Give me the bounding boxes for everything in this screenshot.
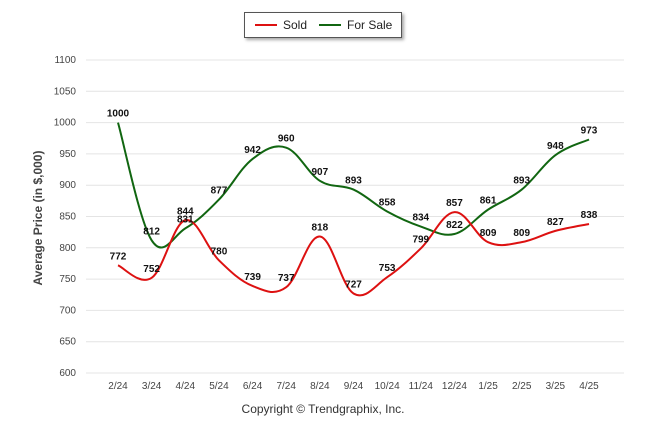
legend-swatch-sold: [255, 24, 277, 26]
data-label-sold: 772: [110, 251, 127, 262]
y-tick-label: 1050: [54, 86, 77, 97]
x-tick-label: 1/25: [478, 381, 498, 392]
x-tick-label: 3/25: [546, 381, 566, 392]
data-label-sold: 737: [278, 273, 295, 284]
y-axis-title: Average Price (in $,000): [31, 150, 45, 286]
data-label-forsale: 942: [244, 145, 261, 156]
x-tick-label: 3/24: [142, 381, 162, 392]
series-line-forsale: [117, 122, 590, 249]
data-label-forsale: 893: [345, 176, 362, 187]
y-tick-label: 900: [59, 180, 76, 191]
x-tick-label: 6/24: [243, 381, 263, 392]
data-label-sold: 780: [211, 246, 228, 257]
data-label-forsale: 907: [312, 167, 329, 178]
x-tick-label: 4/25: [579, 381, 599, 392]
legend-label-forsale: For Sale: [347, 18, 393, 32]
data-label-forsale: 822: [446, 220, 463, 231]
x-tick-label: 11/24: [409, 381, 434, 392]
data-label-sold: 809: [480, 228, 497, 239]
y-tick-label: 1000: [54, 118, 77, 129]
y-tick-label: 850: [59, 212, 76, 223]
data-label-forsale: 812: [143, 226, 160, 237]
data-label-sold: 844: [177, 206, 194, 217]
data-label-sold: 727: [345, 279, 362, 290]
x-tick-label: 2/25: [512, 381, 532, 392]
y-tick-label: 800: [59, 243, 76, 254]
y-tick-label: 950: [59, 149, 76, 160]
x-tick-label: 10/24: [375, 381, 400, 392]
y-tick-label: 650: [59, 337, 76, 348]
data-label-sold: 752: [143, 264, 160, 275]
y-tick-label: 750: [59, 274, 76, 285]
data-label-sold: 739: [244, 272, 261, 283]
x-tick-label: 8/24: [310, 381, 330, 392]
data-label-sold: 827: [547, 217, 564, 228]
data-label-forsale: 948: [547, 141, 564, 152]
x-tick-label: 9/24: [344, 381, 364, 392]
y-tick-label: 700: [59, 305, 76, 316]
series-lines: [117, 122, 590, 297]
legend: Sold For Sale: [244, 12, 402, 38]
data-label-sold: 857: [446, 198, 463, 209]
x-axis-ticks: 2/24 3/24 4/24 5/24 6/24 7/24 8/24 9/24 10/24 11/…: [108, 381, 599, 392]
copyright-footer: Copyright © Trendgraphix, Inc.: [241, 402, 405, 416]
data-label-forsale: 834: [412, 213, 429, 224]
data-label-sold: 799: [412, 234, 429, 245]
x-tick-label: 7/24: [276, 381, 296, 392]
data-label-sold: 809: [513, 228, 530, 239]
legend-item-sold[interactable]: Sold: [255, 18, 307, 32]
data-labels: 772 752 844 780 739 737 818 727 753 799 857 809 809 8…: [107, 109, 598, 291]
data-label-sold: 838: [581, 210, 598, 221]
data-label-forsale: 1000: [107, 109, 130, 120]
x-tick-label: 12/24: [442, 381, 467, 392]
x-tick-label: 5/24: [209, 381, 229, 392]
data-label-sold: 753: [379, 263, 396, 274]
grid-lines: [86, 59, 624, 374]
data-label-forsale: 831: [177, 214, 194, 225]
data-label-forsale: 893: [513, 176, 530, 187]
y-axis-ticks: 600 650 700 750 800 850 900 950 1000 1050 1100: [54, 55, 77, 379]
data-label-sold: 818: [312, 223, 329, 234]
y-tick-label: 1100: [54, 55, 76, 66]
data-label-forsale: 861: [480, 196, 497, 207]
series-line-sold: [117, 211, 590, 297]
x-tick-label: 2/24: [108, 381, 128, 392]
legend-item-forsale[interactable]: For Sale: [319, 18, 392, 32]
y-tick-label: 600: [59, 368, 76, 379]
data-label-forsale: 858: [379, 197, 396, 208]
data-label-forsale: 960: [278, 134, 295, 145]
data-label-forsale: 973: [581, 126, 598, 137]
legend-label-sold: Sold: [283, 18, 308, 32]
data-label-forsale: 877: [211, 186, 228, 197]
legend-swatch-forsale: [319, 24, 341, 26]
x-tick-label: 4/24: [176, 381, 196, 392]
